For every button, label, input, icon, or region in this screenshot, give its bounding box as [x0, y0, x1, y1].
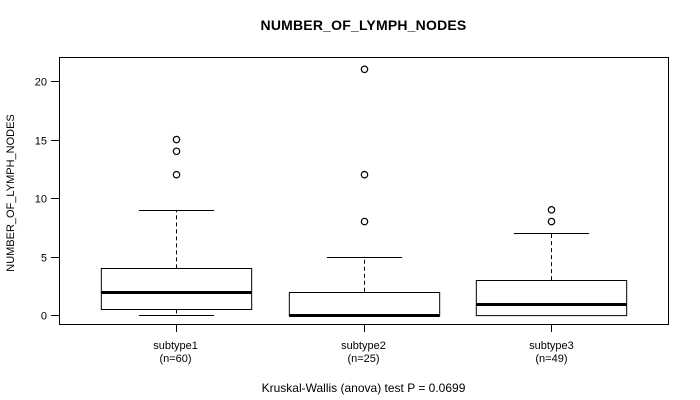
y-tick-label: 5 [41, 253, 47, 265]
outlier-point [547, 206, 556, 214]
x-label-name: subtype3 [529, 340, 574, 352]
outlier-point [360, 170, 369, 179]
box [100, 268, 253, 310]
outlier-point [172, 170, 181, 179]
outlier-point [360, 217, 369, 226]
outlier-point [360, 65, 369, 74]
x-label-group: subtype2 (n=25) [289, 340, 439, 366]
chart-title: NUMBER_OF_LYMPH_NODES [260, 17, 467, 33]
outlier-point [172, 135, 181, 144]
x-label-n: (n=60) [159, 353, 192, 365]
x-label-name: subtype2 [341, 340, 386, 352]
x-label-n: (n=25) [347, 353, 380, 365]
box [288, 292, 441, 317]
x-label-group: subtype3 (n=49) [476, 340, 626, 366]
y-tick-label: 20 [35, 77, 47, 89]
y-tick-label: 0 [41, 311, 47, 323]
stat-test-caption: Kruskal-Wallis (anova) test P = 0.0699 [261, 381, 466, 395]
y-tick-label: 15 [35, 136, 47, 148]
outlier-point [172, 147, 181, 156]
box [475, 280, 628, 317]
x-label-name: subtype1 [153, 340, 198, 352]
y-tick-label: 10 [35, 194, 47, 206]
x-label-n: (n=49) [535, 353, 568, 365]
outlier-point [547, 217, 556, 226]
x-label-group: subtype1 (n=60) [101, 340, 251, 366]
